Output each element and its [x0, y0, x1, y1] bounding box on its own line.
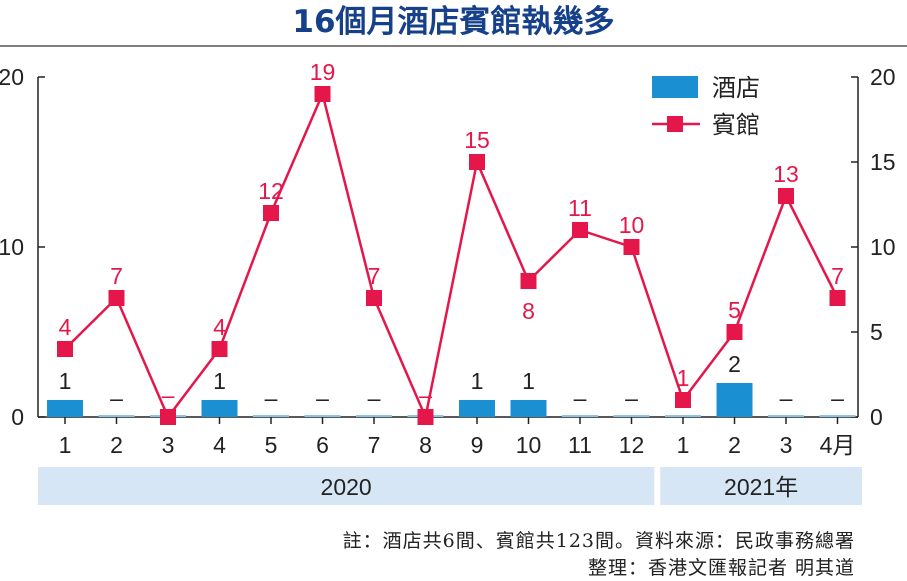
x-tick-label: 12	[619, 432, 645, 458]
x-tick-label: 4月	[820, 432, 856, 458]
guesthouse-marker	[108, 290, 125, 306]
hotel-bar-label: 1	[471, 368, 484, 394]
x-tick-label: 8	[419, 432, 432, 458]
x-tick-label: 2	[728, 432, 741, 458]
guesthouse-label: 15	[464, 127, 490, 153]
year-label: 2020	[321, 474, 372, 500]
x-tick-label: 3	[780, 432, 793, 458]
guesthouse-marker	[57, 341, 73, 357]
guesthouse-marker	[623, 239, 640, 255]
guesthouse-marker	[572, 222, 588, 238]
credit-note: 整理：香港文匯報記者 明其道	[587, 557, 855, 579]
hotel-bar	[562, 415, 598, 417]
hotel-bar	[356, 415, 392, 417]
guesthouse-marker	[469, 154, 485, 170]
guesthouse-label: 11	[568, 195, 592, 221]
right-tick-label: 20	[870, 64, 896, 90]
right-tick-label: 5	[870, 319, 883, 345]
right-tick-label: 0	[870, 404, 883, 430]
left-tick-label: 0	[11, 404, 24, 430]
hotel-bar	[459, 400, 495, 417]
guesthouse-marker	[726, 324, 743, 340]
x-tick-label: 5	[265, 432, 278, 458]
guesthouse-label: 7	[110, 263, 123, 289]
left-tick-label: 20	[0, 64, 24, 90]
guesthouse-marker	[211, 341, 228, 357]
right-tick-label: 15	[870, 149, 896, 175]
right-tick-label: 10	[870, 234, 896, 260]
hotel-bar	[819, 415, 856, 417]
guesthouse-marker	[778, 188, 794, 204]
guesthouse-marker	[417, 409, 434, 425]
x-tick-label: 1	[59, 432, 72, 458]
guesthouse-marker	[263, 205, 279, 221]
guesthouse-label: 5	[728, 297, 741, 323]
hotel-bar-label: –	[780, 385, 793, 411]
guesthouse-label: 4	[59, 314, 72, 340]
x-tick-label: 1	[677, 432, 690, 458]
guesthouse-marker	[520, 273, 537, 289]
guesthouse-line	[64, 90, 839, 422]
hotel-bar	[716, 383, 753, 417]
guesthouse-label: 10	[619, 212, 645, 238]
hotel-bar-label: 1	[59, 368, 72, 394]
guesthouse-label: 1	[677, 365, 690, 391]
guesthouse-marker	[160, 409, 176, 425]
guesthouse-label: 19	[310, 59, 336, 85]
hotel-bar-label: –	[368, 385, 381, 411]
source-note: 註：酒店共6間、賓館共123間。資料來源：民政事務總署	[342, 530, 855, 552]
guesthouse-marker	[314, 86, 331, 102]
hotel-bar-label: –	[110, 385, 123, 411]
guesthouse-label: 8	[522, 298, 535, 324]
hotel-bar-label: –	[574, 385, 587, 411]
hotel-bar	[98, 415, 135, 417]
x-tick-label: 9	[471, 432, 484, 458]
hotel-bar-label: –	[316, 385, 329, 411]
hotel-bar	[510, 400, 547, 417]
hotel-bar-label: –	[831, 385, 844, 411]
year-band	[38, 467, 655, 505]
hotel-bar-label: 1	[522, 368, 535, 394]
year-label: 2021年	[724, 474, 798, 500]
x-tick-label: 3	[162, 432, 175, 458]
hotel-bar-label: –	[265, 385, 278, 411]
hotel-bar	[768, 415, 804, 417]
hotel-bar	[304, 415, 341, 417]
guesthouse-label: 7	[368, 263, 381, 289]
left-tick-label: 10	[0, 234, 24, 260]
hotel-bar	[47, 400, 83, 417]
year-band	[660, 467, 862, 505]
guesthouse-label: –	[419, 382, 432, 408]
x-tick-label: 7	[368, 432, 381, 458]
hotel-bar-label: –	[625, 385, 638, 411]
legend-guesthouse-label: 賓館	[712, 112, 760, 139]
chart-title: 16個月酒店賓館執幾多	[292, 4, 615, 40]
guesthouse-marker	[675, 392, 691, 408]
guesthouse-label: 4	[213, 314, 226, 340]
hotel-bar-label: 2	[728, 351, 741, 377]
x-tick-label: 11	[568, 432, 592, 458]
x-tick-label: 2	[110, 432, 123, 458]
legend-guesthouse-marker	[667, 116, 683, 132]
guesthouse-marker	[366, 290, 382, 306]
legend-hotel-swatch	[652, 76, 698, 98]
x-tick-label: 6	[316, 432, 329, 458]
legend-hotel-label: 酒店	[712, 75, 760, 102]
hotel-bar-label: 1	[213, 368, 226, 394]
guesthouse-label: 13	[773, 161, 799, 187]
guesthouse-label: 7	[831, 263, 844, 289]
x-tick-label: 10	[516, 432, 542, 458]
x-tick-label: 4	[213, 432, 226, 458]
guesthouse-marker	[829, 290, 846, 306]
guesthouse-label: –	[162, 382, 175, 408]
hotel-bar	[201, 400, 238, 417]
hotel-bar	[613, 415, 650, 417]
hotel-bar	[253, 415, 289, 417]
hotel-bar	[665, 415, 701, 417]
guesthouse-label: 12	[258, 178, 284, 204]
